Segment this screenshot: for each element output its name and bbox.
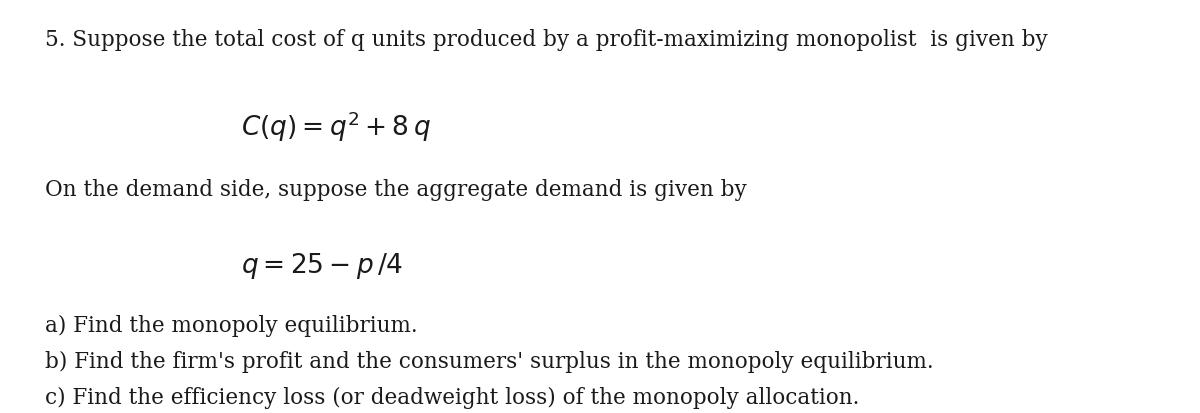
Text: $C(q) = q^2 + 8\,q$: $C(q) = q^2 + 8\,q$ <box>240 109 431 144</box>
Text: b) Find the firm's profit and the consumers' surplus in the monopoly equilibrium: b) Find the firm's profit and the consum… <box>44 351 934 373</box>
Text: a) Find the monopoly equilibrium.: a) Find the monopoly equilibrium. <box>44 315 418 337</box>
Text: c) Find the efficiency loss (or deadweight loss) of the monopoly allocation.: c) Find the efficiency loss (or deadweig… <box>44 387 859 409</box>
Text: $q = 25 - p\,/4$: $q = 25 - p\,/4$ <box>240 251 403 281</box>
Text: On the demand side, suppose the aggregate demand is given by: On the demand side, suppose the aggregat… <box>44 179 746 201</box>
Text: 5. Suppose the total cost of q units produced by a profit-maximizing monopolist : 5. Suppose the total cost of q units pro… <box>44 29 1048 51</box>
